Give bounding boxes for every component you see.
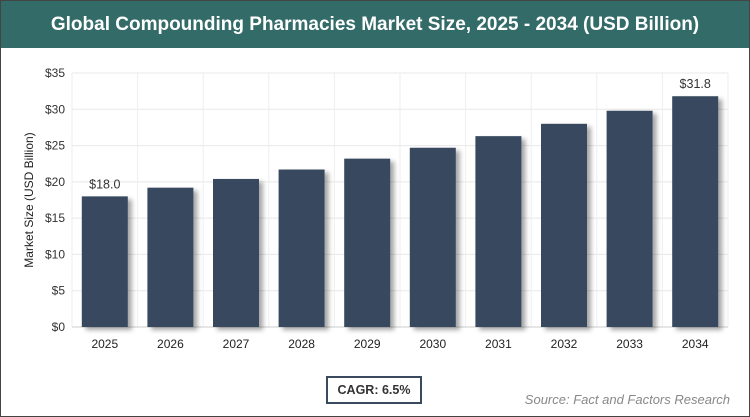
x-tick-label: 2027 [223, 337, 250, 351]
x-tick-label: 2034 [682, 337, 709, 351]
bar-2027 [213, 178, 259, 327]
bar-2029 [344, 158, 391, 327]
bar-2034 [672, 96, 719, 327]
y-tick-label: $15 [45, 211, 65, 225]
cagr-badge: CAGR: 6.5% [326, 376, 422, 404]
chart-title: Global Compounding Pharmacies Market Siz… [1, 1, 749, 48]
bar-2031 [475, 136, 522, 327]
source-note: Source: Fact and Factors Research [524, 392, 730, 407]
y-tick-label: $10 [45, 247, 65, 261]
y-axis-title: Market Size (USD Billion) [22, 132, 36, 267]
bar-2026 [147, 187, 194, 327]
y-tick-label: $0 [52, 320, 66, 334]
bar-2033 [606, 110, 653, 327]
data-label: $31.8 [680, 77, 711, 91]
x-tick-label: 2032 [551, 337, 578, 351]
x-tick-label: 2028 [288, 337, 315, 351]
bar-2032 [541, 123, 587, 327]
y-tick-label: $20 [45, 175, 65, 189]
data-label: $18.0 [89, 177, 120, 191]
y-tick-label: $5 [52, 284, 66, 298]
bar-2028 [278, 169, 325, 327]
bar-2030 [409, 147, 456, 327]
x-tick-label: 2029 [354, 337, 381, 351]
x-tick-label: 2031 [485, 337, 512, 351]
y-tick-label: $25 [45, 139, 65, 153]
x-tick-label: 2026 [157, 337, 184, 351]
x-tick-label: 2033 [616, 337, 643, 351]
y-tick-label: $35 [45, 66, 65, 80]
y-tick-label: $30 [45, 102, 65, 116]
x-tick-label: 2025 [91, 337, 118, 351]
x-tick-label: 2030 [419, 337, 446, 351]
bar-2025 [81, 196, 128, 327]
